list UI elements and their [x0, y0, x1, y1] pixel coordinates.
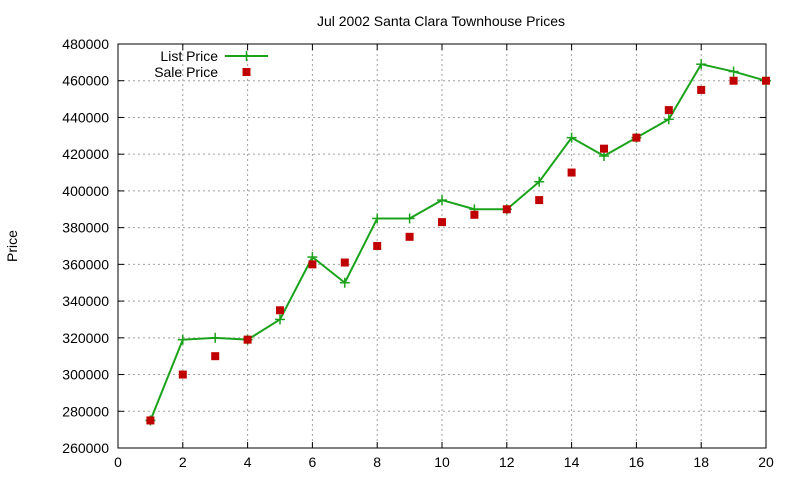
x-tick-label: 16 — [629, 454, 645, 470]
y-tick-label: 280000 — [62, 403, 109, 419]
sale-price-series — [146, 76, 770, 425]
y-tick-label: 480000 — [62, 36, 109, 52]
y-tick-label: 260000 — [62, 440, 109, 456]
x-tick-label: 18 — [693, 454, 709, 470]
sale-price-point — [535, 196, 544, 205]
y-tick-label: 340000 — [62, 293, 109, 309]
y-tick-label: 300000 — [62, 367, 109, 383]
list-price-series — [145, 59, 771, 426]
list-price-point — [437, 195, 447, 206]
sale-price-point — [211, 352, 220, 361]
sale-price-point — [762, 76, 770, 85]
sale-price-point — [697, 85, 706, 94]
x-tick-label: 6 — [309, 454, 317, 470]
series — [145, 59, 771, 426]
sale-price-point — [405, 232, 414, 241]
sale-price-point — [340, 258, 349, 267]
sale-price-point — [438, 218, 446, 227]
sale-price-point — [243, 335, 252, 344]
list-price-point — [566, 132, 577, 143]
list-price-point — [372, 213, 383, 224]
list-price-point — [275, 314, 285, 325]
y-tick-label: 320000 — [62, 330, 109, 346]
axes: 0 2 4 6 8 10 12 14 16 18 20 260000 280000 300000 32000… — [62, 36, 774, 470]
sale-price-point — [308, 260, 317, 269]
list-price-point — [696, 59, 707, 70]
x-tick-label: 10 — [434, 454, 450, 470]
list-price-line — [149, 63, 767, 421]
x-tick-label: 20 — [758, 454, 774, 470]
y-axis-label: Price — [4, 230, 20, 262]
y-tick-label: 420000 — [62, 146, 109, 162]
x-tick-label: 0 — [114, 454, 122, 470]
sale-price-point — [600, 144, 608, 153]
y-tick-label: 400000 — [62, 183, 109, 199]
sale-price-point — [664, 106, 673, 115]
list-price-point — [177, 334, 188, 345]
list-price-point — [339, 277, 350, 288]
y-tick-label: 380000 — [62, 220, 109, 236]
chart-title: Jul 2002 Santa Clara Townhouse Prices — [317, 13, 565, 29]
sale-price-point — [146, 416, 155, 425]
x-tick-label: 14 — [564, 454, 580, 470]
legend-marker — [242, 68, 251, 76]
x-tick-label: 8 — [373, 454, 381, 470]
list-price-point — [404, 213, 415, 224]
sale-price-point — [567, 168, 576, 177]
y-tick-label: 460000 — [62, 73, 109, 89]
sale-price-point — [373, 242, 382, 250]
x-tick-label: 2 — [179, 454, 187, 470]
grid — [118, 44, 766, 448]
list-price-point — [307, 252, 318, 263]
sale-price-point — [470, 210, 479, 219]
list-price-point — [599, 151, 609, 162]
y-tick-label: 440000 — [62, 109, 109, 125]
list-price-point — [210, 332, 221, 343]
sale-price-point — [729, 76, 738, 85]
list-price-point — [663, 114, 674, 125]
legend-label: List Price — [160, 48, 218, 64]
y-tick-label: 360000 — [62, 256, 109, 272]
sale-price-point — [632, 133, 641, 142]
x-tick-label: 4 — [244, 454, 252, 470]
legend-marker — [241, 51, 252, 61]
list-price-point — [534, 176, 545, 187]
list-price-point — [728, 66, 739, 77]
x-tick-label: 12 — [499, 454, 515, 470]
sale-price-point — [178, 370, 187, 379]
legend-label: Sale Price — [154, 64, 218, 80]
sale-price-point — [502, 205, 511, 214]
sale-price-point — [276, 306, 284, 315]
